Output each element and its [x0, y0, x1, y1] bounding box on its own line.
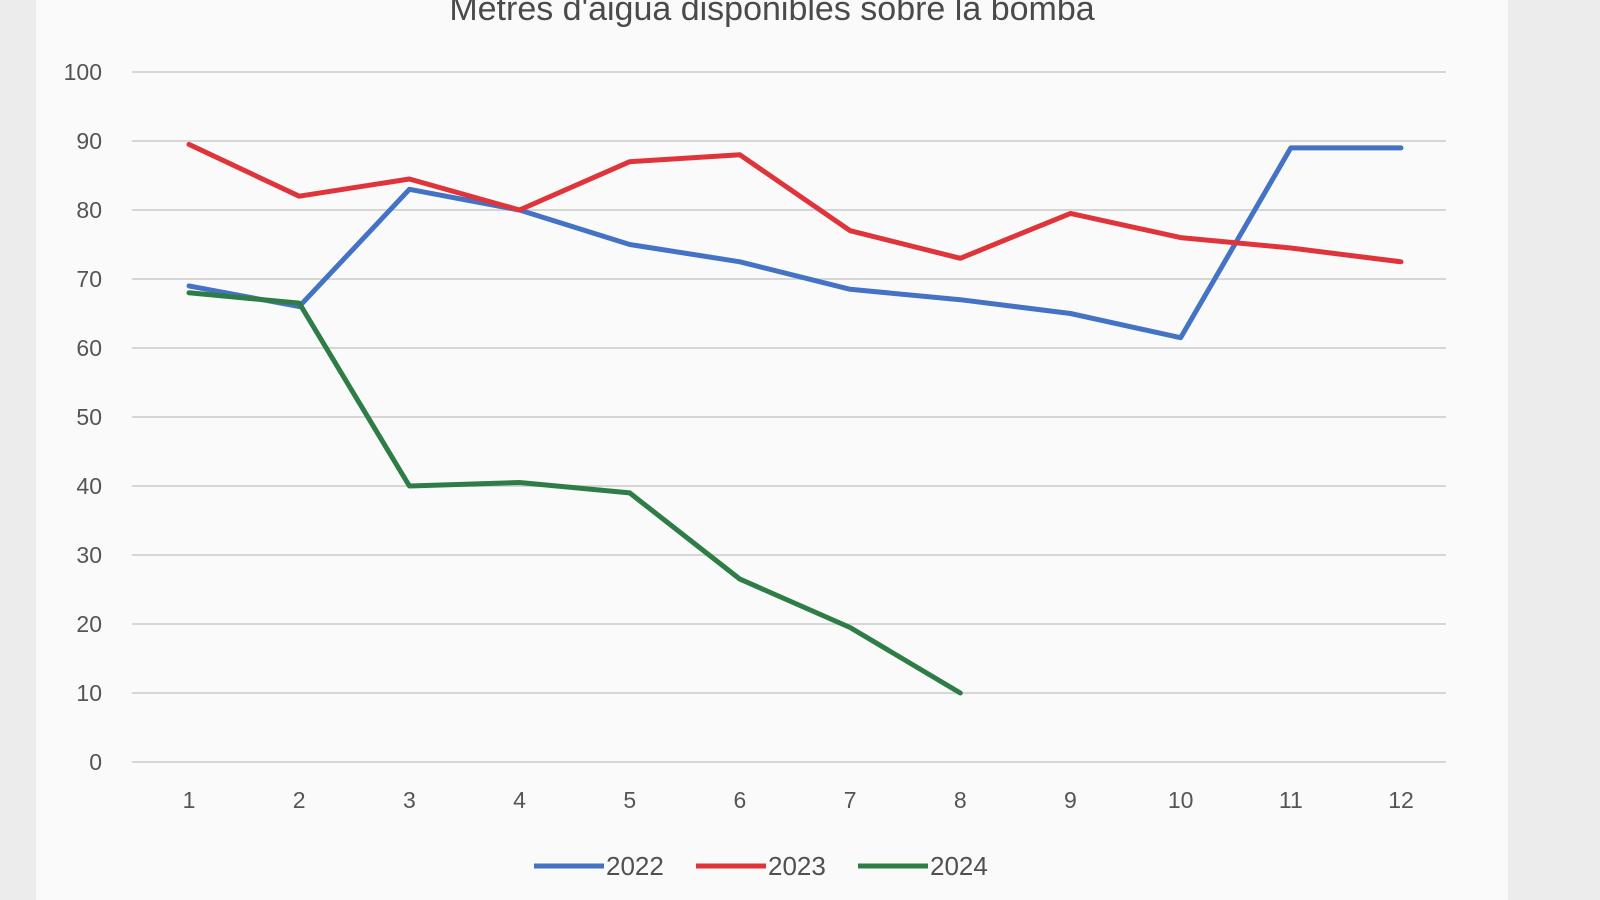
y-tick-label: 90: [76, 128, 102, 154]
x-tick-label: 2: [293, 787, 306, 813]
x-tick-label: 9: [1064, 787, 1077, 813]
y-tick-label: 50: [76, 404, 102, 430]
gridlines: [132, 71, 1446, 763]
x-tick-label: 3: [403, 787, 416, 813]
x-tick-label: 10: [1168, 787, 1194, 813]
x-tick-label: 4: [513, 787, 526, 813]
y-tick-label: 80: [76, 197, 102, 223]
chart-title: Metres d'aigua disponibles sobre la bomb…: [449, 0, 1094, 28]
y-tick-label: 40: [76, 473, 102, 499]
legend-label-2024: 2024: [930, 851, 988, 881]
series-line-2022: [186, 145, 1404, 341]
x-tick-label: 5: [623, 787, 636, 813]
y-tick-label: 0: [89, 749, 102, 775]
y-tick-label: 20: [76, 611, 102, 637]
y-axis-ticks: 0 10 20 30 40 50 60 70 80 90 100: [64, 59, 102, 775]
y-tick-label: 30: [76, 542, 102, 568]
y-tick-label: 100: [64, 59, 102, 85]
legend-label-2022: 2022: [606, 851, 664, 881]
x-tick-label: 11: [1279, 787, 1303, 813]
x-tick-label: 1: [183, 787, 196, 813]
chart-card: Metres d'aigua disponibles sobre la bomb…: [36, 0, 1508, 900]
legend: 2022 2023 2024: [534, 851, 988, 881]
x-tick-label: 8: [954, 787, 967, 813]
series-lines: [186, 141, 1404, 696]
y-tick-label: 70: [76, 266, 102, 292]
y-tick-label: 10: [76, 680, 102, 706]
y-tick-label: 60: [76, 335, 102, 361]
x-tick-label: 7: [844, 787, 857, 813]
legend-label-2023: 2023: [768, 851, 826, 881]
x-tick-label: 6: [734, 787, 747, 813]
x-tick-label: 12: [1388, 787, 1414, 813]
x-axis-ticks: 1 2 3 4 5 6 7 8 9 10 11 12: [183, 787, 1414, 813]
line-chart: Metres d'aigua disponibles sobre la bomb…: [64, 0, 1446, 881]
series-line-2024: [186, 290, 963, 696]
series-line-2023: [186, 141, 1404, 265]
